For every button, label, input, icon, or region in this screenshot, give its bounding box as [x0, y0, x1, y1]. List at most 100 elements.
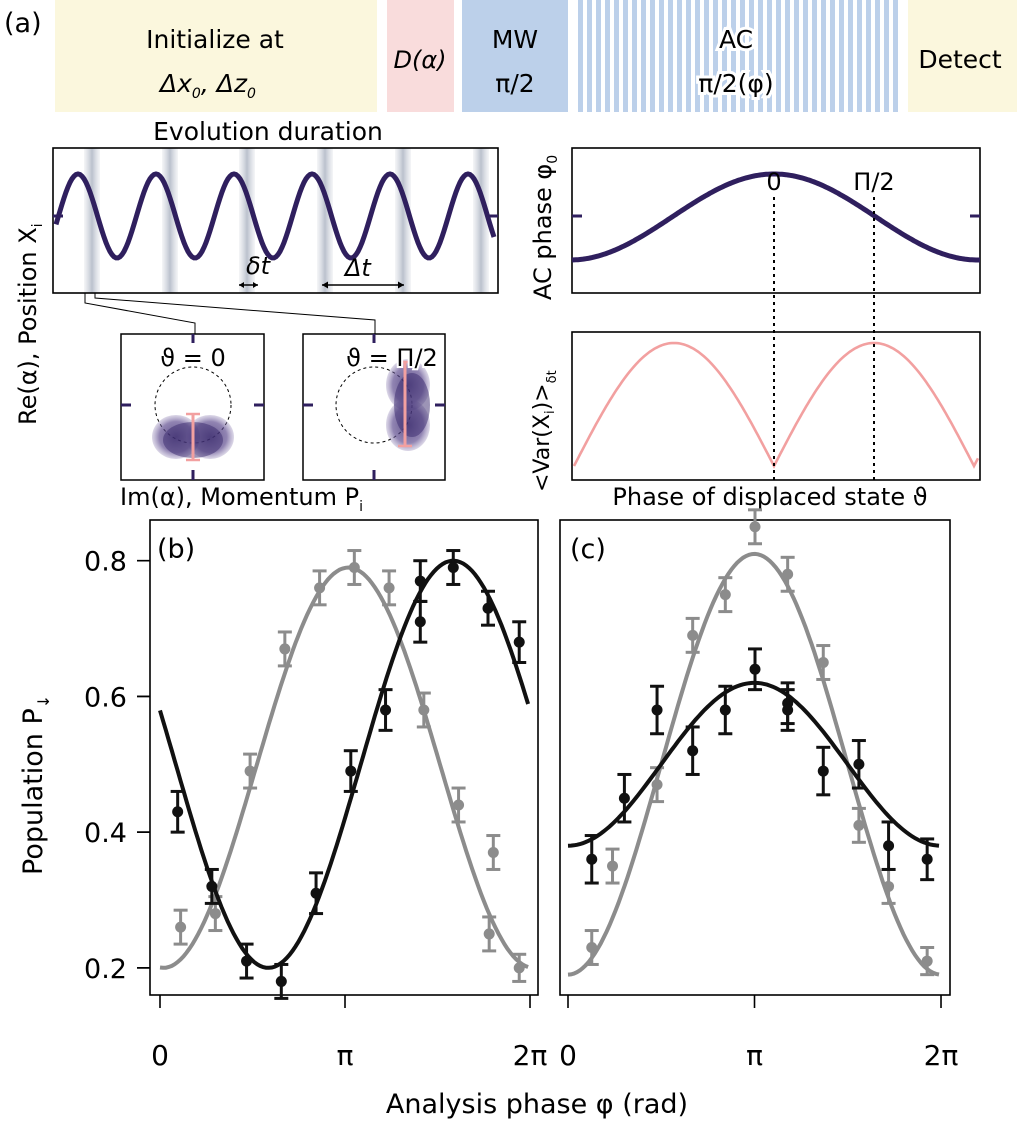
ac-stripe	[776, 0, 781, 112]
data-point	[314, 582, 326, 594]
data-point	[749, 521, 761, 533]
ac-stripe	[641, 0, 646, 112]
data-point	[817, 657, 829, 668]
ac-stripe	[812, 0, 817, 112]
y-tick-label: 0.8	[84, 547, 127, 578]
ac-stripe	[830, 0, 835, 112]
fit-curve	[567, 680, 940, 848]
variance-xlabel: Phase of displaced state ϑ	[612, 483, 927, 511]
plot-b-frame	[149, 519, 539, 996]
variance-ylabel-end: )>	[530, 383, 555, 410]
x-tick-label: 0	[151, 1039, 169, 1072]
inset-right-blob-3	[394, 373, 430, 437]
data-point	[380, 704, 392, 716]
data-point	[719, 589, 731, 601]
data-point	[275, 975, 287, 987]
variance-ylabel-main: <Var(X	[530, 414, 555, 492]
data-point	[719, 704, 731, 716]
inset-left-label: ϑ = 0	[160, 344, 226, 372]
evolution-sample-bars	[84, 148, 489, 293]
initialize-sub-2: 0	[247, 86, 256, 102]
data-point	[206, 880, 218, 892]
variance-ylabel-mid: i	[543, 410, 558, 414]
panel-label-a: (a)	[4, 8, 42, 39]
ac-stripe	[866, 0, 871, 112]
data-point	[817, 765, 829, 777]
mw-label: MW	[492, 25, 538, 54]
data-point	[883, 880, 895, 892]
fit-curve	[159, 565, 529, 970]
initialize-block	[55, 0, 377, 112]
ac-stripe	[632, 0, 637, 112]
dt-large-label: Δt	[343, 254, 372, 282]
inset-theta-zero: ϑ = 0	[120, 333, 265, 481]
evolution-ylabel: Re(α), Position Xi	[14, 223, 46, 425]
variance-curve	[572, 341, 980, 469]
data-point	[586, 853, 598, 865]
displacement-block	[387, 0, 454, 112]
initialize-sub-1: 0	[192, 86, 201, 102]
ac-stripe	[596, 0, 601, 112]
plot-c: 0 π 2π	[137, 508, 958, 1072]
data-point	[782, 568, 794, 580]
y-tick-label: 0.4	[84, 818, 127, 849]
data-point	[883, 840, 895, 852]
ac-stripe	[767, 0, 772, 112]
ac-stripe	[839, 0, 844, 112]
ac-stripe	[740, 0, 745, 112]
data-point	[453, 799, 465, 811]
data-point	[418, 704, 430, 716]
y-tick-label: 0.2	[84, 954, 127, 985]
ac-stripe	[695, 0, 700, 112]
data-point	[241, 955, 253, 967]
data-point	[687, 745, 699, 757]
ac-stripe	[659, 0, 664, 112]
phase-frame	[571, 147, 981, 294]
ac-phase-curve	[571, 171, 980, 263]
ac-stripe	[893, 0, 898, 112]
population-ylabel-sub: ↓	[34, 695, 53, 708]
plot-b: 0 π 2π 0.2 0.4 0.6 0.8	[84, 547, 547, 1072]
phase-ylabel-main: AC phase φ	[529, 164, 557, 300]
data-point	[483, 928, 495, 940]
inset-xlabel-sub: i	[359, 499, 363, 515]
detect-block	[908, 0, 1017, 112]
ac-stripe	[587, 0, 592, 112]
x-tick-label: 0	[559, 1039, 577, 1072]
x-tick-label: π	[337, 1039, 354, 1072]
data-point	[749, 663, 761, 675]
ac-stripe	[614, 0, 619, 112]
fit-curve	[158, 558, 531, 970]
ac-stripe	[668, 0, 673, 112]
data-point	[482, 602, 494, 614]
data-point	[414, 575, 426, 587]
data-point	[782, 704, 794, 716]
x-tick-label: π	[746, 1039, 763, 1072]
x-tick-label: 2π	[513, 1039, 548, 1072]
phase-mark-half-pi: Π/2	[853, 168, 894, 196]
evolution-ylabel-main: Re(α), Position X	[14, 227, 42, 425]
ac-stripe	[794, 0, 799, 112]
inset-xlabel-main: Im(α), Momentum P	[120, 483, 359, 511]
data-point	[487, 847, 499, 858]
data-point	[921, 853, 933, 865]
data-point	[853, 819, 865, 831]
plot-c-frame	[559, 519, 951, 996]
data-point	[244, 765, 256, 777]
data-point	[414, 616, 426, 628]
ac-stripe	[785, 0, 790, 112]
variance-frame	[571, 331, 981, 481]
data-point	[513, 962, 525, 974]
ac-stripe	[857, 0, 862, 112]
initialize-dz: , Δz	[201, 69, 248, 98]
ac-stripe	[749, 0, 754, 112]
evolution-ylabel-sub: i	[30, 223, 46, 227]
y-tick-label: 0.6	[84, 682, 127, 713]
data-point	[310, 887, 322, 899]
inset-xlabel: Im(α), Momentum Pi	[120, 483, 363, 515]
data-point	[513, 636, 525, 648]
displacement-label: D(α)	[393, 46, 446, 74]
data-point	[651, 704, 663, 716]
ac-stripe	[650, 0, 655, 112]
data-point	[172, 806, 184, 818]
